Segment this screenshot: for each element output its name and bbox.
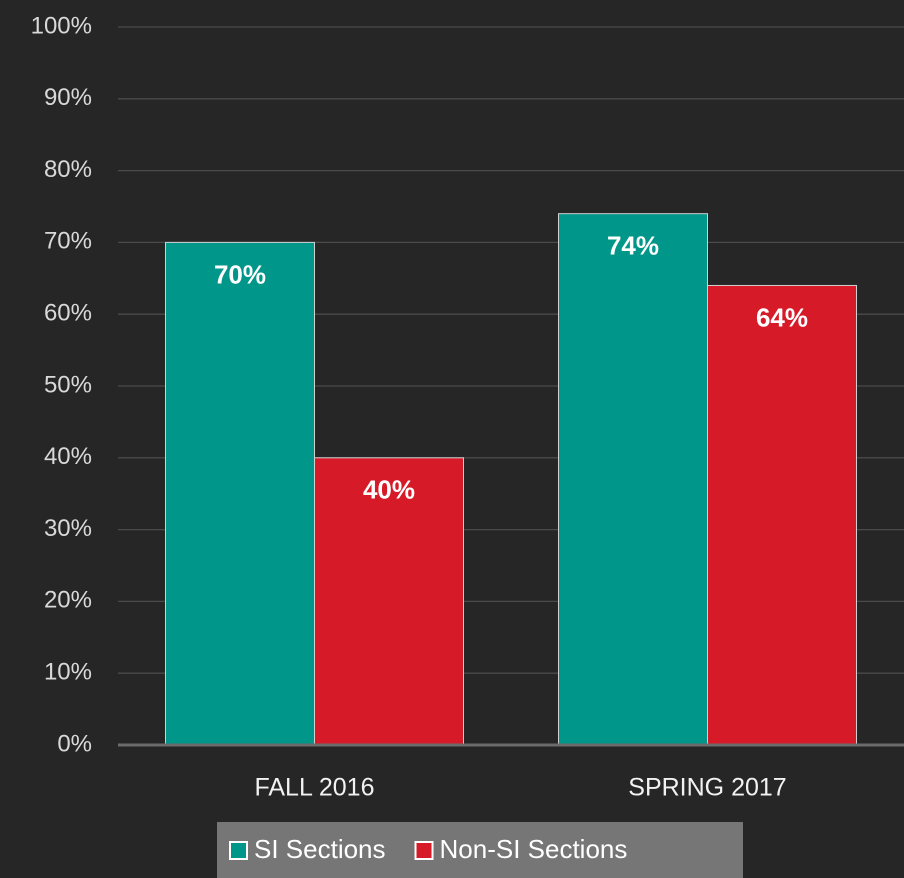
y-tick-label: 0% <box>57 730 92 757</box>
bar <box>707 284 857 746</box>
data-label: 74% <box>607 231 659 261</box>
legend-box <box>217 822 743 878</box>
x-tick-label: SPRING 2017 <box>628 774 786 802</box>
legend-label: SI Sections <box>254 834 386 864</box>
y-tick-label: 80% <box>44 156 92 183</box>
y-tick-label: 40% <box>44 443 92 470</box>
data-label: 64% <box>756 302 808 332</box>
y-tick-label: 30% <box>44 515 92 542</box>
y-tick-label: 100% <box>31 12 92 39</box>
data-label: 70% <box>214 259 266 289</box>
bar <box>314 457 464 746</box>
legend-swatch <box>414 841 434 860</box>
y-tick-label: 20% <box>44 587 92 614</box>
y-tick-label: 60% <box>44 300 92 327</box>
y-tick-label: 50% <box>44 371 92 398</box>
legend-label: Non-SI Sections <box>440 834 628 864</box>
x-tick-label: FALL 2016 <box>254 774 374 802</box>
y-tick-label: 90% <box>44 84 92 111</box>
bar <box>558 213 708 746</box>
y-tick-label: 10% <box>44 659 92 686</box>
legend-swatch <box>229 841 248 860</box>
bar <box>165 241 315 746</box>
y-tick-label: 70% <box>44 228 92 255</box>
data-label: 40% <box>363 475 415 505</box>
